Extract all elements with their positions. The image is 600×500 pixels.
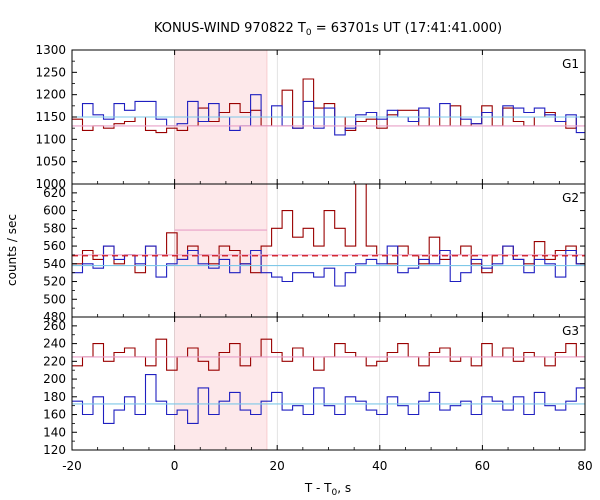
x-axis-label-main: T - T (304, 481, 332, 495)
y-tick-label: 480 (43, 310, 66, 324)
panel-g2: 480 500 520 540 560 580 600 620 G2 (43, 183, 586, 324)
panel-label-g3: G3 (562, 324, 579, 338)
y-tick-label: 220 (43, 354, 66, 368)
y-tick-label: 180 (43, 390, 66, 404)
panel-label-g1: G1 (562, 57, 579, 71)
y-tick-label: 560 (43, 239, 66, 253)
x-tick-label: 20 (270, 459, 285, 473)
chart-title-subscript: 0 (306, 28, 312, 38)
y-tick-label: 1000 (35, 177, 66, 191)
chart-title: KONUS-WIND 970822 T0 = 63701s UT (17:41:… (154, 21, 502, 38)
y-tick-label: 240 (43, 337, 66, 351)
y-tick-label: 120 (43, 443, 66, 457)
panel-frame (71, 316, 586, 451)
panel-frame (71, 183, 586, 318)
y-tick-label: 1200 (35, 88, 66, 102)
y-tick-label: 1150 (35, 110, 66, 124)
x-tick-label: 60 (475, 459, 490, 473)
y-tick-label: 200 (43, 372, 66, 386)
y-axis-label: counts / sec (5, 214, 19, 286)
panels: 1000105011001150120012501300G14805005205… (35, 43, 592, 473)
series-red-g2 (72, 183, 585, 274)
highlight-band (174, 316, 268, 451)
x-tick-label: -20 (62, 459, 82, 473)
chart-title-rest: = 63701s UT (17:41:41.000) (312, 21, 502, 36)
series-blue-g3 (72, 374, 585, 424)
y-tick-label: 1050 (35, 155, 66, 169)
x-axis-label-rest: , s (337, 481, 351, 495)
series-blue-g2 (72, 245, 585, 287)
series-blue-g1 (72, 94, 585, 136)
panel-g1: 1000 1050 1100 1150 1200 1250 1300 G1 (35, 43, 586, 191)
x-axis-label: T - T0, s (304, 481, 351, 498)
y-tick-label: 580 (43, 221, 66, 235)
y-tick-label: 620 (43, 186, 66, 200)
y-tick-label: 520 (43, 275, 66, 289)
x-axis-label-subscript: 0 (332, 488, 338, 498)
y-tick-label: 500 (43, 292, 66, 306)
y-tick-label: 160 (43, 408, 66, 422)
y-tick-label: 540 (43, 257, 66, 271)
x-tick-label: 0 (171, 459, 179, 473)
y-tick-label: 140 (43, 425, 66, 439)
y-tick-label: 260 (43, 319, 66, 333)
panel-label-g2: G2 (562, 191, 579, 205)
panel-g3: 120 140 160 180 200 220 240 260 G3 (43, 316, 586, 457)
y-tick-label: 600 (43, 204, 66, 218)
y-tick-label: 1300 (35, 43, 66, 57)
chart-title-main: KONUS-WIND 970822 T (154, 21, 306, 36)
x-tick-label: 40 (372, 459, 387, 473)
y-tick-label: 1100 (35, 132, 66, 146)
y-tick-label: 1250 (35, 65, 66, 79)
x-tick-label: 80 (577, 459, 592, 473)
series-red-g3 (72, 338, 585, 371)
